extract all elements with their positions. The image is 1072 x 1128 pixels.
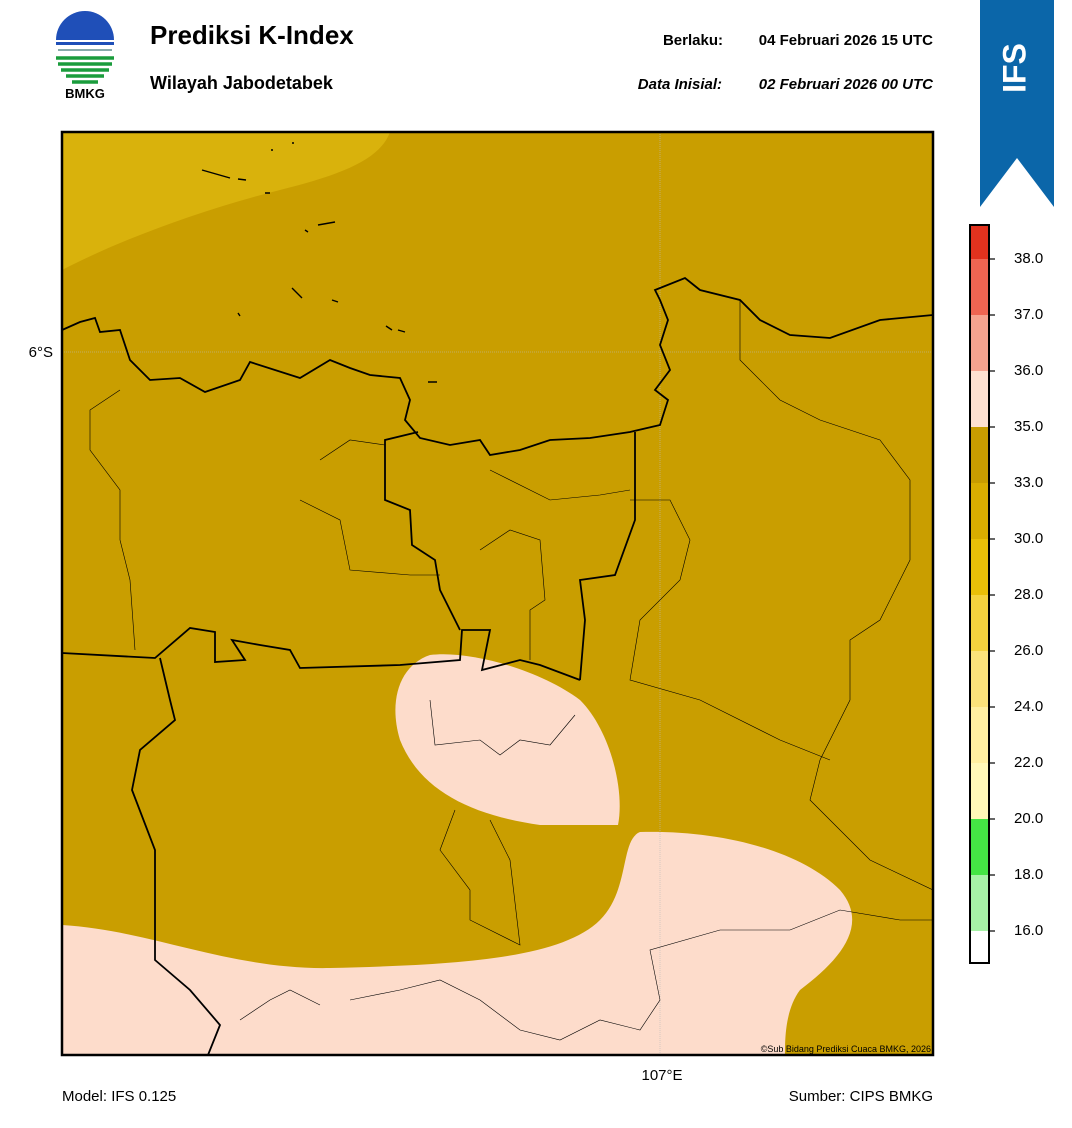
colorbar-segment	[970, 371, 989, 427]
islands	[201, 142, 437, 383]
colorbar-tick-label: 38.0	[1014, 250, 1043, 267]
coastline	[62, 276, 933, 456]
colorbar-segment	[970, 651, 989, 707]
colorbar-tick-label: 36.0	[1014, 362, 1043, 379]
colorbar-segment	[970, 931, 989, 963]
colorbar-tick-label: 30.0	[1014, 530, 1043, 547]
colorbar-tick-label: 33.0	[1014, 474, 1043, 491]
colorbar-segment	[970, 819, 989, 875]
colorbar-segment	[970, 539, 989, 595]
credit: ©Sub Bidang Prediksi Cuaca BMKG, 2026	[761, 1044, 931, 1054]
colorbar-tick-label: 22.0	[1014, 754, 1043, 771]
lon-label: 107°E	[641, 1067, 682, 1084]
model-badge-text: IFS	[996, 43, 1032, 93]
colorbar-segment	[970, 225, 989, 259]
colorbar-segment	[970, 875, 989, 931]
colorbar-segment	[970, 707, 989, 763]
colorbar-segment	[970, 483, 989, 539]
colorbar-segment	[970, 259, 989, 315]
init-time: 02 Februari 2026 00 UTC	[759, 76, 934, 93]
map-area	[62, 132, 933, 1055]
field-35-36	[62, 831, 853, 1055]
field-30-33	[62, 132, 390, 270]
map-frame	[60, 130, 935, 1057]
colorbar-frame	[969, 224, 990, 964]
model-note: Model: IFS 0.125	[62, 1088, 176, 1105]
lat-label: 6°S	[29, 344, 53, 361]
colorbar-tick-label: 26.0	[1014, 642, 1043, 659]
colorbar-tick-label: 18.0	[1014, 866, 1043, 883]
logo-stripe	[56, 42, 114, 45]
colorbar: 16.0 18.0 20.0 22.0 24.0 26.0 28.0 30.0 33.0 35.0…	[969, 224, 1043, 964]
colorbar-tick-label: 35.0	[1014, 418, 1043, 435]
colorbar-segment	[970, 763, 989, 819]
title: Prediksi K-Index	[150, 20, 354, 50]
logo-green	[56, 56, 114, 84]
field-35-36	[395, 654, 620, 825]
colorbar-segment	[970, 427, 989, 483]
colorbar-tick-label: 24.0	[1014, 698, 1043, 715]
valid-label: Berlaku:	[663, 32, 723, 49]
colorbar-tick-label: 16.0	[1014, 922, 1043, 939]
colorbar-tick-label: 20.0	[1014, 810, 1043, 827]
logo-text: BMKG	[65, 86, 105, 101]
init-label: Data Inisial:	[638, 76, 722, 93]
logo-top	[56, 11, 114, 40]
subtitle: Wilayah Jabodetabek	[150, 73, 334, 93]
colorbar-tick-label: 28.0	[1014, 586, 1043, 603]
valid-time: 04 Februari 2026 15 UTC	[759, 32, 933, 49]
source-note: Sumber: CIPS BMKG	[789, 1088, 933, 1105]
model-badge	[980, 0, 1054, 207]
district-boundary	[89, 300, 933, 1041]
colorbar-segment	[970, 315, 989, 371]
colorbar-tick-label: 37.0	[1014, 306, 1043, 323]
colorbar-segment	[970, 595, 989, 651]
province-boundary	[62, 431, 636, 1055]
bmkg-logo: BMKG	[56, 11, 114, 101]
